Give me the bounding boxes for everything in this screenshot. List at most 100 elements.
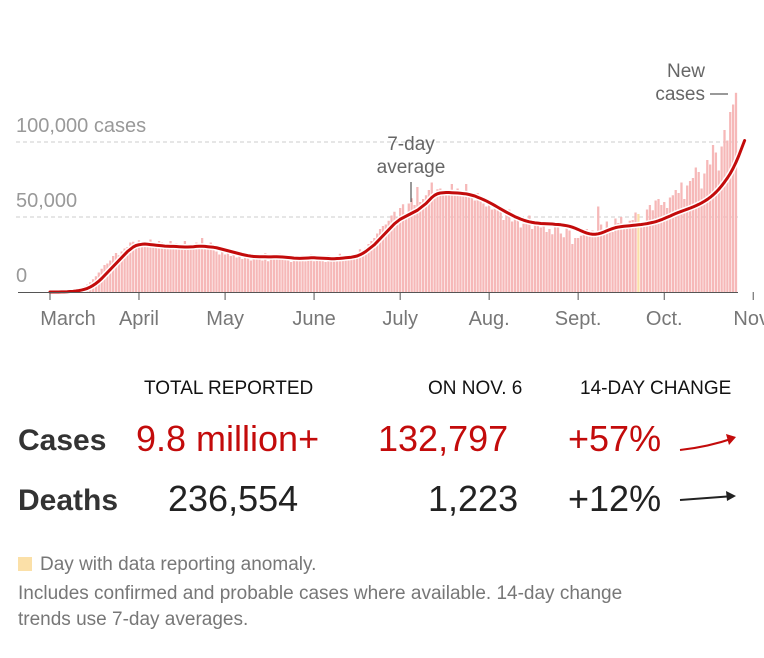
case-bar	[223, 254, 227, 292]
cases-change: +57%	[568, 418, 662, 459]
case-bar	[505, 214, 508, 292]
case-bar	[447, 190, 451, 292]
case-bar	[476, 193, 479, 292]
cases-trend-arrow-icon	[679, 434, 736, 451]
case-bar	[686, 185, 689, 292]
case-bar	[709, 164, 712, 292]
case-bar	[120, 251, 123, 292]
gridlines	[16, 141, 738, 218]
case-bar	[516, 218, 519, 292]
case-bar	[338, 253, 342, 292]
case-bar	[149, 239, 152, 292]
case-bar	[453, 193, 456, 292]
case-bar	[482, 203, 485, 292]
case-bar	[542, 223, 545, 292]
case-bar	[195, 242, 198, 292]
case-bar	[134, 243, 138, 292]
case-bar	[307, 257, 310, 292]
case-bar	[123, 248, 126, 292]
case-bar	[608, 227, 611, 292]
case-bar	[677, 193, 680, 292]
case-bar	[341, 257, 344, 292]
case-bar	[376, 233, 379, 292]
case-bar	[539, 227, 542, 292]
case-bar	[585, 229, 588, 292]
case-bar	[465, 184, 468, 292]
case-bar	[588, 235, 591, 292]
case-bar	[571, 244, 574, 292]
case-bar	[200, 238, 204, 292]
case-bar	[183, 241, 187, 292]
case-bar	[671, 195, 674, 292]
case-bar	[548, 229, 551, 292]
x-tick-label: Nov.	[733, 308, 764, 330]
case-bar	[155, 245, 158, 292]
x-tick-label: April	[119, 308, 159, 330]
case-bar	[703, 173, 706, 292]
case-bar	[456, 188, 459, 292]
case-bar	[531, 229, 534, 292]
case-bar	[591, 230, 594, 292]
case-bar	[597, 206, 600, 292]
average-line	[48, 139, 747, 294]
case-bar	[152, 247, 155, 292]
case-bar	[140, 246, 143, 292]
case-bar	[301, 255, 304, 292]
case-bar	[717, 170, 720, 292]
case-bar	[637, 214, 640, 292]
case-bar	[643, 226, 646, 292]
case-bar	[281, 256, 284, 292]
case-bar	[668, 197, 672, 292]
cases-total: 9.8 million+	[136, 418, 320, 459]
case-bar	[442, 190, 445, 292]
case-bar	[169, 241, 172, 292]
case-bar	[238, 255, 241, 292]
case-bar	[324, 262, 327, 292]
case-bar	[617, 223, 620, 292]
case-bar	[462, 190, 465, 292]
case-bar	[393, 211, 396, 292]
y-axis-labels: 0 50,000 100,000 cases	[16, 115, 146, 287]
case-bar	[267, 261, 270, 292]
case-bar	[459, 194, 462, 292]
case-bar	[278, 253, 281, 292]
case-bar	[229, 256, 232, 292]
case-bar	[272, 257, 276, 292]
case-bar	[559, 233, 563, 292]
case-bar	[353, 257, 356, 292]
case-bar	[691, 178, 695, 292]
case-bar	[198, 247, 201, 292]
case-bar	[258, 254, 261, 292]
case-bar	[611, 232, 614, 292]
y-tick-label: 0	[16, 265, 27, 287]
case-bar	[364, 247, 367, 292]
case-bar	[218, 254, 221, 292]
case-bar	[160, 242, 164, 292]
y-tick-label: 50,000	[16, 190, 77, 212]
case-bar	[166, 244, 169, 292]
case-bar	[554, 223, 557, 292]
case-bar	[264, 253, 267, 292]
cases-on-date: 132,797	[378, 418, 509, 459]
case-bar	[321, 259, 324, 292]
case-bar	[419, 202, 422, 292]
x-tick-label: Oct.	[646, 308, 683, 330]
case-bar	[180, 244, 184, 292]
case-bar	[246, 256, 250, 292]
case-bar	[244, 254, 247, 292]
case-bar	[700, 188, 703, 292]
case-bar	[318, 256, 321, 292]
case-bar	[410, 198, 413, 292]
case-bar	[436, 189, 439, 292]
case-bar	[734, 92, 738, 292]
case-bar	[424, 195, 428, 292]
case-bar	[358, 249, 362, 292]
case-bar	[175, 243, 178, 292]
case-bar	[427, 190, 431, 292]
case-bar	[711, 145, 715, 292]
case-bar	[114, 253, 118, 292]
case-bar	[333, 260, 336, 292]
case-bar	[310, 254, 313, 292]
case-bar	[640, 223, 643, 292]
